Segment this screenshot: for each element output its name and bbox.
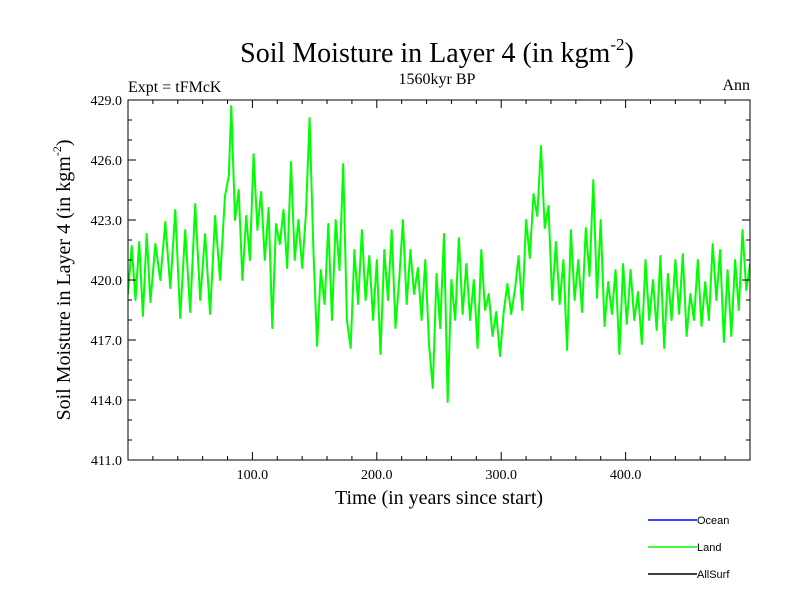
y-tick-label: 417.0 (91, 334, 123, 349)
legend-label-ocean: Ocean (697, 515, 729, 527)
chart-title-close: ) (625, 38, 634, 69)
chart-title-main: Soil Moisture in Layer 4 (in kgm (240, 38, 610, 69)
y-tick-label: 426.0 (91, 154, 123, 169)
y-axis-label: Soil Moisture in Layer 4 (in kgm-2) (50, 139, 75, 420)
legend-label-land: Land (697, 542, 721, 554)
plot-area (127, 99, 751, 461)
y-axis-label-close: ) (53, 139, 75, 146)
x-tick-label: 300.0 (485, 468, 517, 483)
chart-title: Soil Moisture in Layer 4 (in kgm-2) (240, 35, 634, 69)
chart-title-sup: -2 (610, 35, 624, 54)
subtitle-left: Expt = tFMcK (128, 79, 222, 96)
y-tick-label: 411.0 (91, 454, 122, 469)
legend-label-allsurf: AllSurf (697, 569, 730, 581)
y-axis: 411.0 414.0 417.0 420.0 423.0 426.0 429.0 (91, 94, 750, 469)
y-tick-label: 420.0 (91, 274, 123, 289)
x-tick-label: 200.0 (361, 468, 393, 483)
x-axis: 100.0 200.0 300.0 400.0 (152, 100, 726, 483)
series-line-land (128, 105, 750, 403)
x-tick-label: 400.0 (610, 468, 642, 483)
x-tick-label: 100.0 (237, 468, 269, 483)
subtitle-right: Ann (722, 77, 750, 94)
subtitle-center: 1560kyr BP (399, 71, 476, 88)
legend: Ocean Land AllSurf (648, 515, 730, 581)
y-tick-label: 414.0 (91, 394, 123, 409)
x-axis-label: Time (in years since start) (335, 487, 543, 509)
y-tick-label: 423.0 (91, 214, 123, 229)
y-axis-label-main: Soil Moisture in Layer 4 (in kgm (53, 156, 75, 421)
y-axis-label-sup: -2 (50, 146, 64, 156)
plot-frame (127, 99, 751, 461)
y-tick-label: 429.0 (91, 94, 123, 109)
